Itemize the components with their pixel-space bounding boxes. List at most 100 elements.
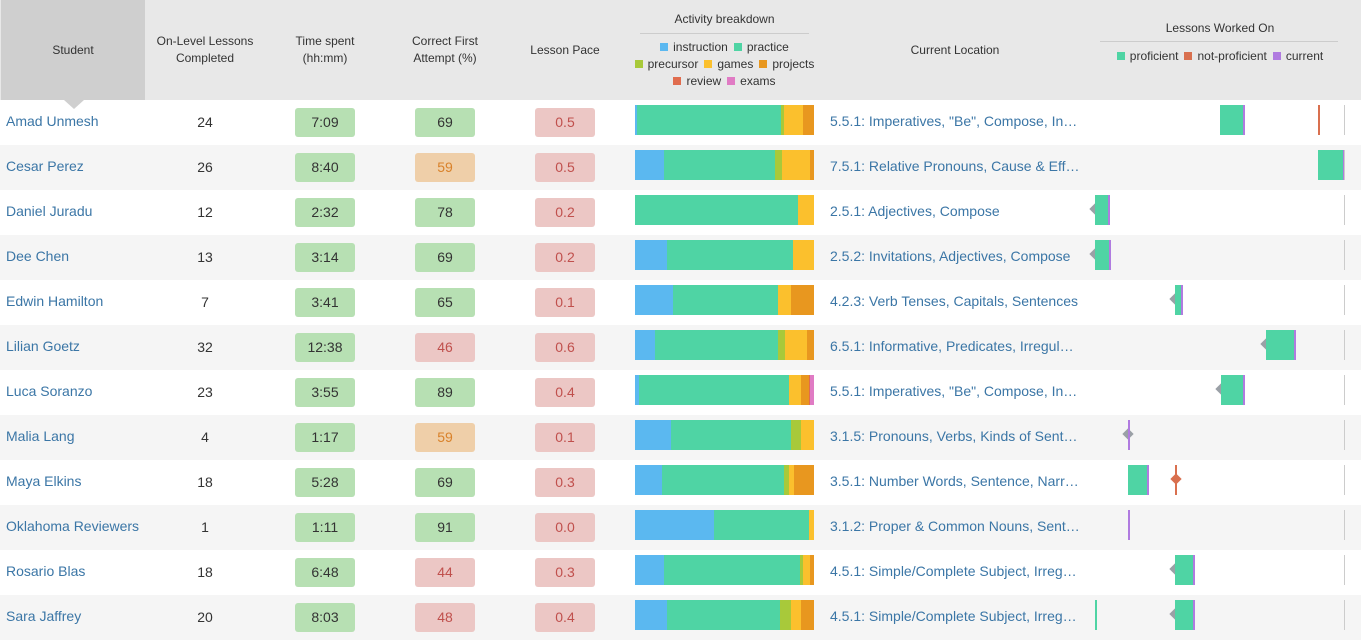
cfa-badge: 91: [415, 513, 475, 542]
lessons-worked-timeline[interactable]: [1090, 280, 1350, 325]
current-location-link[interactable]: 6.5.1: Informative, Predicates, Irregula…: [830, 338, 1080, 354]
current-location-link[interactable]: 5.5.1: Imperatives, "Be", Compose, Infin…: [830, 383, 1080, 399]
current-location-link[interactable]: 5.5.1: Imperatives, "Be", Compose, Infin…: [830, 113, 1080, 129]
lesson-block-proficient: [1318, 150, 1343, 180]
time-spent-header[interactable]: Time spent (hh:mm): [265, 0, 385, 100]
lesson-block-proficient: [1266, 330, 1294, 360]
student-name-link[interactable]: Cesar Perez: [6, 158, 84, 174]
student-name-link[interactable]: Daniel Juradu: [6, 203, 93, 219]
time-spent-badge: 8:03: [295, 603, 355, 632]
activity-breakdown-bar[interactable]: [635, 375, 814, 405]
lesson-pace-badge: 0.2: [535, 243, 595, 272]
lessons-completed-header[interactable]: On-Level Lessons Completed: [145, 0, 265, 100]
student-name-link[interactable]: Lilian Goetz: [6, 338, 80, 354]
table-row: Sara Jaffrey 20 8:03 48 0.4 4.5.1: Simple/Com…: [0, 595, 1361, 640]
current-location-link[interactable]: 2.5.1: Adjectives, Compose: [830, 203, 1000, 219]
lesson-block-current: [1193, 600, 1195, 630]
student-name-link[interactable]: Dee Chen: [6, 248, 70, 264]
activity-segment-projects: [810, 555, 814, 585]
student-name-link[interactable]: Luca Soranzo: [6, 383, 93, 399]
student-name-link[interactable]: Rosario Blas: [6, 563, 86, 579]
activity-breakdown-bar[interactable]: [635, 555, 814, 585]
time-spent-badge: 1:11: [295, 513, 355, 542]
activity-segment-practice: [663, 150, 775, 180]
lessons-worked-timeline[interactable]: [1090, 370, 1350, 415]
time-header-line1: Time spent: [295, 34, 355, 48]
student-name-link[interactable]: Maya Elkins: [6, 473, 82, 489]
lessons-worked-timeline[interactable]: [1090, 550, 1350, 595]
current-swatch-icon: [1272, 51, 1281, 60]
current-location-link[interactable]: 4.5.1: Simple/Complete Subject, Irregula…: [830, 563, 1080, 579]
worked-legend-label: not-proficient: [1197, 48, 1267, 63]
cfa-badge: 46: [415, 333, 475, 362]
table-row: Edwin Hamilton 7 3:41 65 0.1 4.2.3: Verb Tens…: [0, 280, 1361, 325]
lesson-block-proficient: [1095, 240, 1109, 270]
student-name-link[interactable]: Edwin Hamilton: [6, 293, 104, 309]
student-name-link[interactable]: Malia Lang: [6, 428, 75, 444]
cfa-badge: 44: [415, 558, 475, 587]
current-location-link[interactable]: 3.1.2: Proper & Common Nouns, Sentences: [830, 518, 1080, 534]
activity-breakdown-bar[interactable]: [635, 195, 814, 225]
activity-legend-item-precursor: precursor: [634, 55, 698, 72]
table-row: Daniel Juradu 12 2:32 78 0.2 2.5.1: Adjective…: [0, 190, 1361, 235]
lessons-worked-timeline[interactable]: [1089, 235, 1350, 280]
activity-segment-practice: [672, 285, 779, 315]
activity-segment-games: [803, 555, 811, 585]
activity-segment-games: [788, 375, 802, 405]
current-location-header[interactable]: Current Location: [830, 0, 1080, 100]
activity-breakdown-bar[interactable]: [635, 600, 814, 630]
activity-breakdown-bar[interactable]: [635, 330, 814, 360]
activity-breakdown-bar[interactable]: [635, 420, 814, 450]
cfa-badge: 59: [415, 423, 475, 452]
activity-legend-label: projects: [772, 56, 815, 71]
lesson-block-proficient: [1175, 600, 1193, 630]
activity-legend-label: exams: [740, 73, 776, 88]
activity-breakdown-bar[interactable]: [635, 105, 814, 135]
lessons-worked-timeline[interactable]: [1090, 415, 1350, 460]
lessons-worked-timeline[interactable]: [1090, 505, 1350, 550]
student-name-link[interactable]: Sara Jaffrey: [6, 608, 82, 624]
activity-breakdown-bar[interactable]: [635, 285, 814, 315]
activity-breakdown-bar[interactable]: [635, 465, 814, 495]
lesson-block-current: [1128, 420, 1130, 450]
games-swatch-icon: [704, 59, 713, 68]
table-row: Dee Chen 13 3:14 69 0.2 2.5.2: Invitations, A…: [0, 235, 1361, 280]
lessons-worked-timeline[interactable]: [1090, 595, 1350, 640]
lessons-worked-timeline[interactable]: [1090, 460, 1350, 505]
lessons-completed-value: 1: [201, 519, 209, 535]
timeline-end-line: [1344, 240, 1345, 270]
current-location-link[interactable]: 7.5.1: Relative Pronouns, Cause & Effect: [830, 158, 1080, 174]
activity-segment-practice: [636, 105, 781, 135]
activity-breakdown-bar[interactable]: [635, 150, 814, 180]
cfa-header[interactable]: Correct First Attempt (%): [385, 0, 505, 100]
student-name-link[interactable]: Oklahoma Reviewers: [6, 518, 140, 534]
lesson-block-current: [1147, 465, 1149, 495]
current-location-link[interactable]: 3.1.5: Pronouns, Verbs, Kinds of Sentenc…: [830, 428, 1080, 444]
timeline-end-line: [1344, 600, 1345, 630]
activity-segment-practice: [654, 330, 779, 360]
activity-segment-precursor: [783, 465, 789, 495]
current-location-link[interactable]: 2.5.2: Invitations, Adjectives, Compose: [830, 248, 1071, 264]
lessons-worked-timeline[interactable]: [1090, 100, 1350, 145]
timeline-end-line: [1344, 420, 1345, 450]
current-location-link[interactable]: 4.2.3: Verb Tenses, Capitals, Sentences: [830, 293, 1079, 309]
student-name-link[interactable]: Amad Unmesh: [6, 113, 99, 129]
cfa-badge: 69: [415, 108, 475, 137]
activity-breakdown-bar[interactable]: [635, 510, 814, 540]
activity-breakdown-bar[interactable]: [635, 240, 814, 270]
lessons-completed-value: 13: [197, 249, 213, 265]
lessons-worked-timeline[interactable]: [1090, 145, 1350, 190]
activity-legend-item-games: games: [704, 55, 753, 72]
lesson-pace-header[interactable]: Lesson Pace: [505, 0, 625, 100]
activity-segment-practice: [713, 510, 809, 540]
current-location-link[interactable]: 4.5.1: Simple/Complete Subject, Irregula…: [830, 608, 1080, 624]
activity-segment-projects: [801, 375, 809, 405]
current-location-link[interactable]: 3.5.1: Number Words, Sentence, Narrative: [830, 473, 1080, 489]
activity-segment-games: [781, 150, 811, 180]
lessons-worked-timeline[interactable]: [1089, 190, 1350, 235]
student-column-header[interactable]: Student: [1, 0, 145, 109]
lessons-completed-value: 12: [197, 204, 213, 220]
activity-segment-games: [792, 240, 814, 270]
lessons-worked-timeline[interactable]: [1090, 325, 1350, 370]
lessons-completed-header-line1: On-Level Lessons: [156, 34, 254, 48]
